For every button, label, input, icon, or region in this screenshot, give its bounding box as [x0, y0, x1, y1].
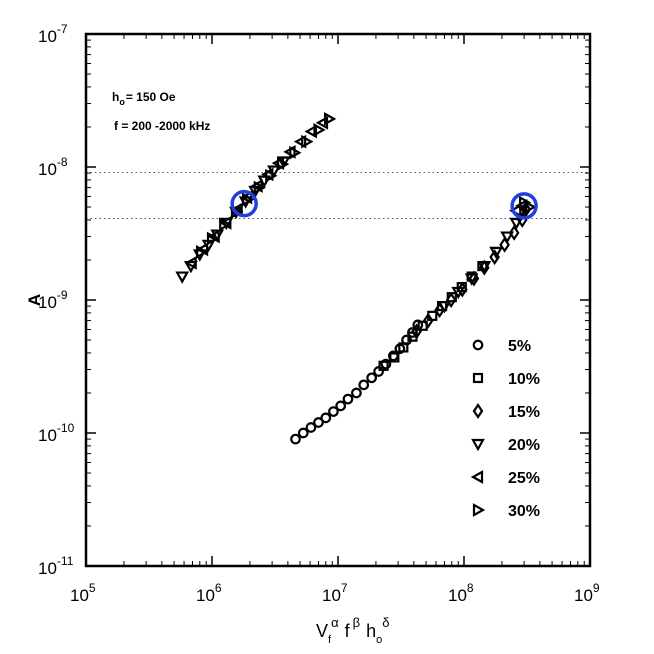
highlight-circles: [230, 189, 538, 220]
data-point-series-4: [489, 246, 504, 260]
data-point-series-6: [219, 217, 232, 232]
data-point-series-1: [328, 406, 339, 417]
y-tick-label: 10-7: [38, 22, 68, 46]
axis-ticks: 105 106 107 108 109 10-11 10-10 10-9 10-8 10-7: [38, 22, 600, 605]
data-point-series-4: [477, 260, 492, 274]
data-point-series-6: [242, 192, 255, 207]
data-point-series-1: [335, 400, 347, 412]
data-point-series-1: [366, 372, 378, 384]
highlight-circle-1: [230, 189, 258, 218]
data-point-series-1: [313, 417, 324, 428]
data-point-series-5: [184, 256, 197, 270]
data-point-series-6: [265, 168, 278, 183]
data-point-series-3: [520, 201, 532, 218]
x-tick-label: 106: [196, 581, 222, 605]
x-tick-label: 107: [322, 581, 348, 605]
annotation-ho: ho= 150 Oe: [112, 90, 176, 107]
x-tick-label: 105: [70, 581, 96, 605]
legend-label-4: 20%: [508, 437, 540, 454]
data-point-series-6: [276, 157, 290, 172]
y-tick-label: 10-9: [38, 288, 68, 312]
x-tick-label: 109: [574, 581, 600, 605]
data-point-series-2: [398, 342, 409, 353]
data-point-series-1: [358, 379, 370, 391]
data-point-series-5: [304, 124, 317, 139]
data-point-series-1: [351, 387, 362, 399]
y-tick-label: 10-8: [38, 155, 68, 179]
data-point-series-6: [313, 123, 326, 137]
data-point-series-5: [195, 242, 209, 257]
data-point-series-1: [297, 427, 309, 439]
legend-marker-1: [472, 339, 484, 351]
legend: 5% 10% 15% 20% 25% 30%: [470, 338, 540, 520]
y-axis-label: A: [25, 294, 44, 306]
data-point-series-1: [320, 412, 332, 424]
legend-marker-2: [472, 372, 484, 384]
data-point-series-3: [411, 323, 422, 340]
data-point-series-1: [305, 422, 317, 433]
data-point-series-6: [524, 200, 537, 214]
y-tick-label: 10-10: [38, 421, 75, 445]
data-point-series-6: [196, 245, 209, 259]
legend-label-6: 30%: [508, 503, 540, 520]
legend-marker-6: [472, 503, 486, 517]
data-point-series-3: [508, 224, 520, 241]
data-point-series-1: [342, 393, 354, 405]
data-point-series-2: [378, 360, 389, 371]
legend-label-2: 10%: [508, 371, 540, 388]
data-point-series-5: [293, 134, 307, 149]
y-tick-label: 10-11: [38, 554, 74, 578]
x-tick-label: 108: [448, 581, 474, 605]
data-point-series-6: [301, 134, 314, 149]
highlight-circle-2: [510, 192, 538, 220]
legend-marker-3: [472, 403, 484, 419]
data-point-series-4: [175, 271, 190, 284]
data-point-series-2: [389, 352, 400, 363]
data-point-series-5: [239, 190, 253, 205]
data-point-series-3: [445, 292, 457, 308]
x-axis-label: Vfα f β hoδ: [316, 615, 389, 646]
data-point-series-6: [206, 231, 220, 246]
data-points: [175, 112, 537, 445]
data-point-series-1: [290, 433, 301, 445]
data-point-series-6: [289, 145, 302, 160]
data-point-series-4: [509, 217, 524, 231]
legend-marker-4: [471, 438, 485, 452]
legend-label-3: 15%: [508, 404, 540, 421]
data-point-series-3: [422, 312, 434, 329]
annotation-frequency: f = 200 -2000 kHz: [114, 119, 210, 133]
reference-lines: [86, 171, 590, 219]
data-point-series-4: [451, 286, 466, 300]
legend-marker-5: [470, 470, 484, 484]
data-point-series-1: [380, 358, 392, 370]
data-point-series-6: [324, 112, 337, 126]
data-point-series-4: [437, 300, 452, 314]
data-point-series-4: [464, 273, 479, 286]
legend-label-5: 25%: [508, 470, 540, 487]
data-point-series-6: [253, 180, 267, 195]
data-point-series-4: [500, 231, 515, 244]
legend-label-1: 5%: [508, 338, 531, 355]
